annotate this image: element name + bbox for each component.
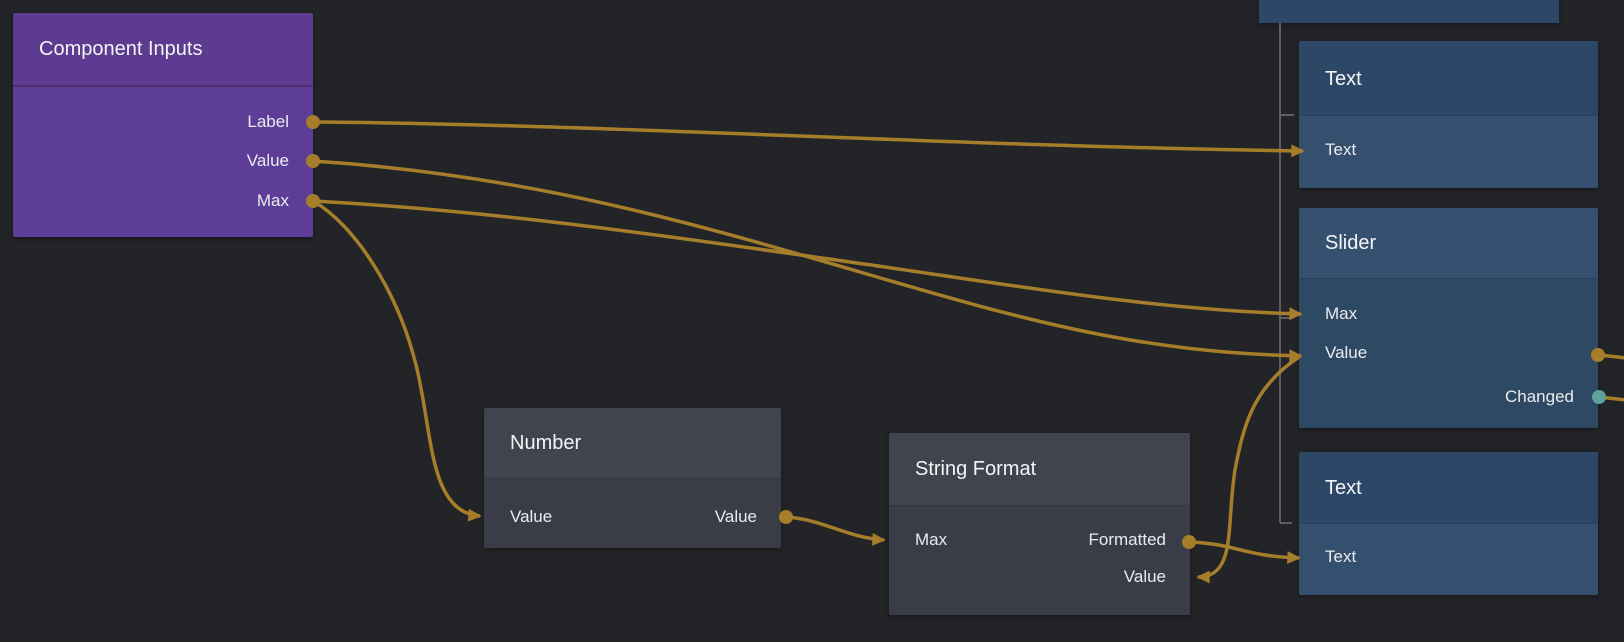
node-title: Text bbox=[1325, 68, 1362, 90]
node-title: Text bbox=[1325, 477, 1362, 499]
node-text-bottom-header: Text bbox=[1299, 452, 1598, 523]
node-title: Slider bbox=[1325, 232, 1377, 254]
port-text-input[interactable]: Text bbox=[1325, 140, 1357, 159]
wire-value-to-stringformat-value[interactable] bbox=[1196, 355, 1300, 584]
node-string-format[interactable]: String Format Max Formatted Value bbox=[889, 433, 1190, 615]
node-title: Number bbox=[510, 432, 582, 454]
port-label-output[interactable]: Label bbox=[247, 112, 289, 131]
wire-number-to-stringformat-max[interactable] bbox=[785, 515, 886, 546]
port-circle-slider-value-out[interactable] bbox=[1591, 348, 1605, 362]
node-title: Component Inputs bbox=[39, 38, 203, 60]
node-text-top-body bbox=[1299, 115, 1598, 188]
port-value-input[interactable]: Value bbox=[1325, 343, 1368, 362]
node-text-bottom-body bbox=[1299, 523, 1598, 595]
port-circle-number-value-out[interactable] bbox=[779, 510, 793, 524]
node-number-body bbox=[484, 478, 781, 548]
port-max-output[interactable]: Max bbox=[256, 191, 289, 210]
node-slider-body bbox=[1299, 278, 1598, 428]
port-circle-max[interactable] bbox=[306, 194, 320, 208]
node-partial-parent-header bbox=[1259, 0, 1559, 23]
node-number[interactable]: Number Value Value bbox=[484, 408, 781, 548]
node-partial-parent[interactable] bbox=[1259, 0, 1559, 23]
node-component-inputs-header: Component Inputs bbox=[13, 13, 313, 85]
port-max-input[interactable]: Max bbox=[1325, 304, 1358, 323]
wire-label-to-text-top[interactable] bbox=[312, 120, 1305, 158]
node-slider-header: Slider bbox=[1299, 208, 1598, 278]
port-value-output[interactable]: Value bbox=[246, 151, 289, 170]
node-text-top-header: Text bbox=[1299, 41, 1598, 115]
node-title: String Format bbox=[915, 458, 1037, 480]
port-circle-value[interactable] bbox=[306, 154, 320, 168]
wire-max-to-number-value[interactable] bbox=[312, 199, 482, 522]
port-circle-changed-signal[interactable] bbox=[1592, 390, 1606, 404]
wire-max-to-slider-max[interactable] bbox=[312, 199, 1303, 321]
node-string-format-header: String Format bbox=[889, 433, 1190, 505]
node-string-format-body bbox=[889, 505, 1190, 615]
port-circle-label[interactable] bbox=[306, 115, 320, 129]
node-component-inputs-body bbox=[13, 85, 313, 237]
port-text-input[interactable]: Text bbox=[1325, 547, 1357, 566]
port-formatted-output[interactable]: Formatted bbox=[1088, 530, 1166, 549]
port-changed-output[interactable]: Changed bbox=[1504, 387, 1574, 406]
port-max-input[interactable]: Max bbox=[915, 530, 948, 549]
node-number-header: Number bbox=[484, 408, 781, 478]
port-value-output[interactable]: Value bbox=[714, 507, 757, 526]
node-text-top[interactable]: Text Text bbox=[1299, 41, 1598, 188]
port-circle-formatted-out[interactable] bbox=[1182, 535, 1196, 549]
port-value-input[interactable]: Value bbox=[1123, 567, 1166, 586]
node-slider[interactable]: Slider Max Value Changed bbox=[1299, 208, 1598, 428]
node-text-bottom[interactable]: Text Text bbox=[1299, 452, 1598, 595]
wire-formatted-to-text-bottom[interactable] bbox=[1188, 540, 1301, 565]
node-component-inputs[interactable]: Component Inputs Label Value Max bbox=[13, 13, 313, 237]
wire-value-to-slider-value[interactable] bbox=[312, 159, 1303, 363]
port-value-input[interactable]: Value bbox=[510, 507, 553, 526]
